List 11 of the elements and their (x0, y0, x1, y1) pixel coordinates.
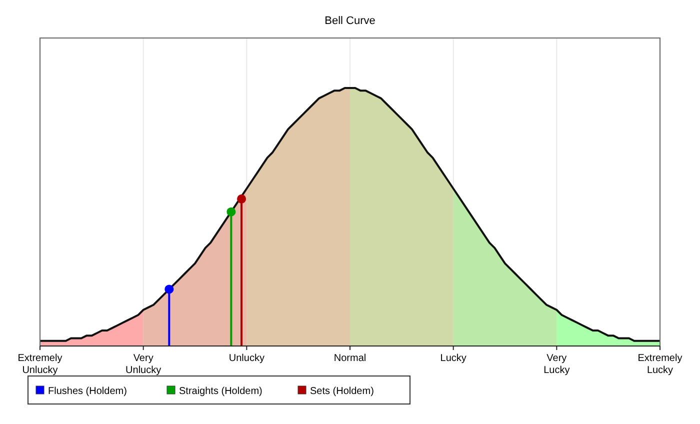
legend-label: Flushes (Holdem) (48, 386, 127, 397)
legend-label: Sets (Holdem) (310, 386, 374, 397)
x-tick-label: Lucky (440, 353, 466, 364)
legend-label: Straights (Holdem) (179, 386, 262, 397)
x-tick-label: Normal (334, 353, 366, 364)
chart-title: Bell Curve (324, 15, 376, 27)
x-tick-label: Very Lucky (544, 353, 570, 376)
x-tick-label: Very Unlucky (126, 353, 162, 376)
x-tick-label: Extremely Unlucky (18, 353, 62, 376)
x-tick-label: Unlucky (228, 353, 264, 364)
x-tick-label: Extremely Lucky (638, 353, 682, 376)
